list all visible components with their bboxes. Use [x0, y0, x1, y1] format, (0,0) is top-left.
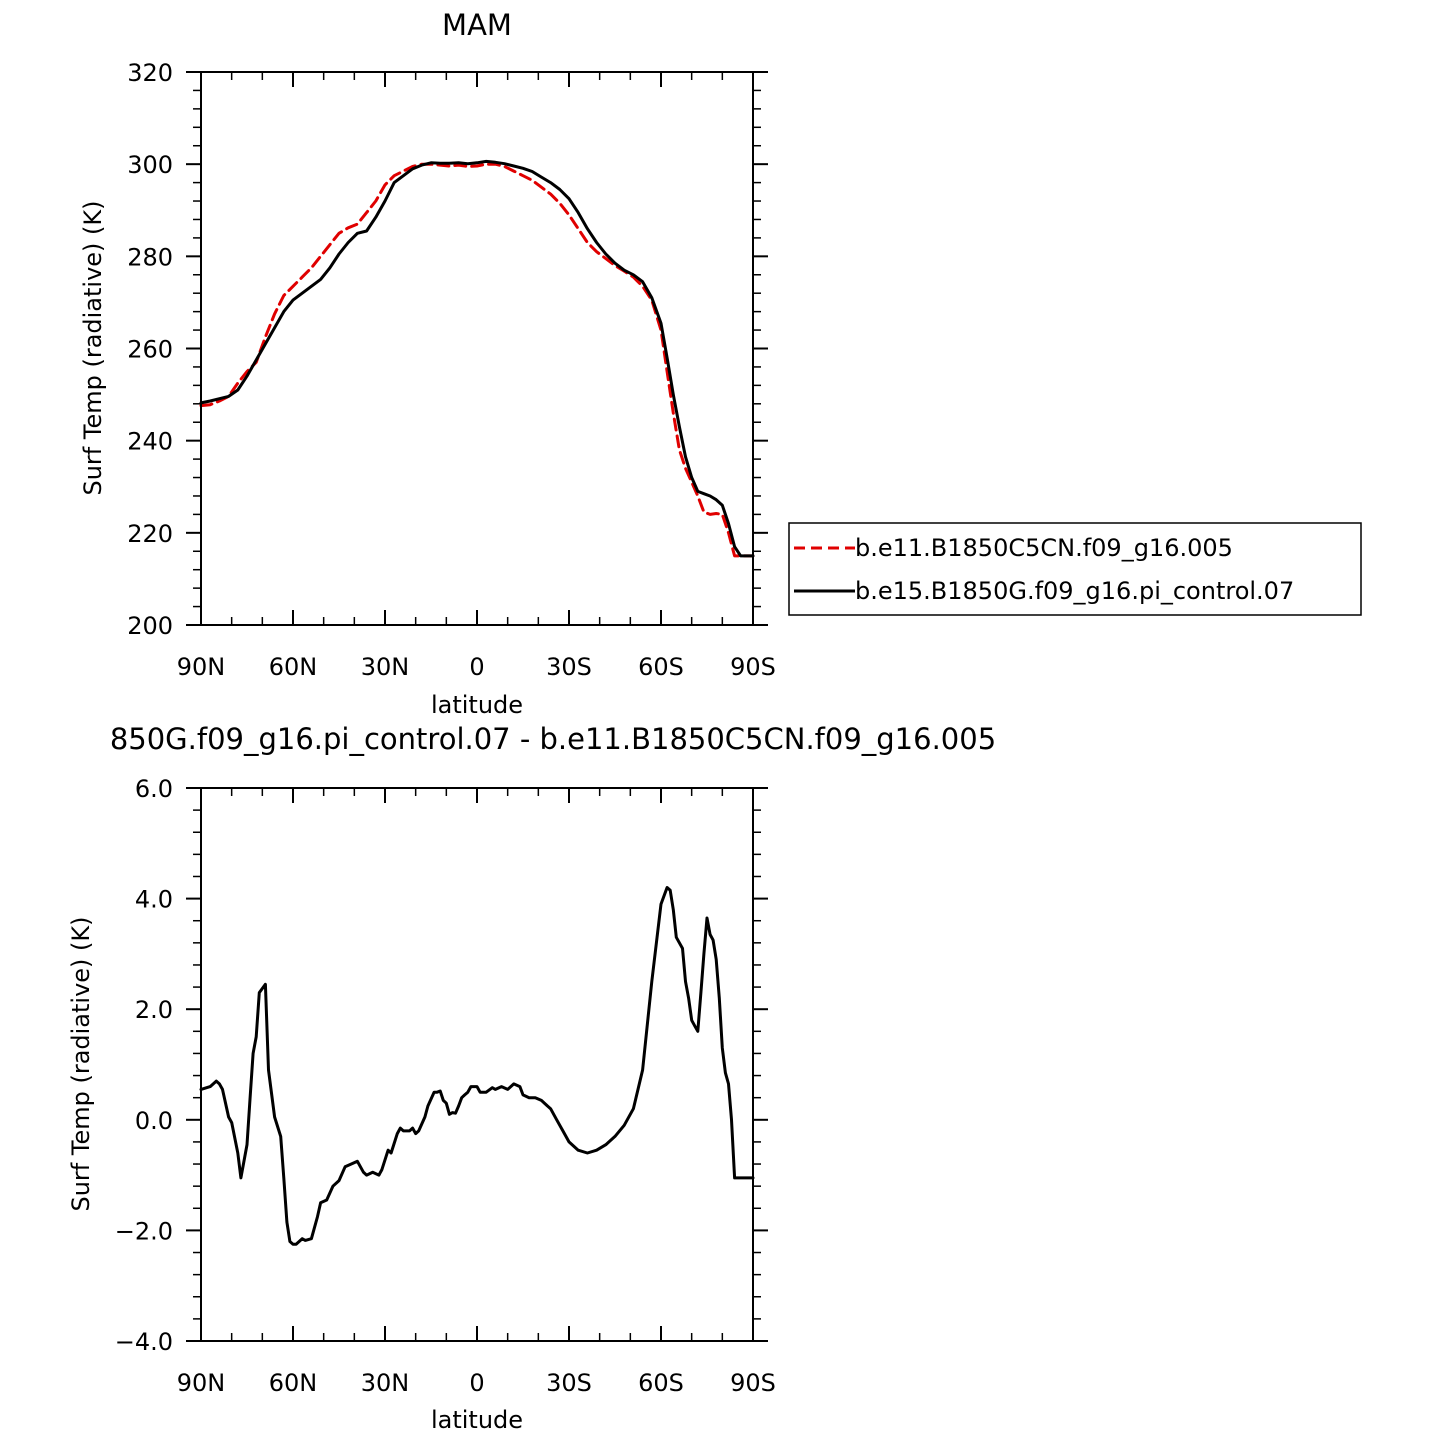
y-tick-label: 2.0: [135, 996, 173, 1024]
y-tick-label: −2.0: [115, 1217, 173, 1245]
top-ticks: [186, 71, 768, 626]
bottom-x-axis-label: latitude: [431, 1406, 523, 1434]
bottom-ticks: [186, 787, 768, 1342]
x-tick-label: 60N: [269, 1369, 318, 1397]
x-tick-label: 30N: [361, 1369, 410, 1397]
y-tick-label: 260: [127, 336, 173, 364]
x-tick-label: 30S: [546, 1369, 592, 1397]
x-tick-label: 90S: [730, 653, 776, 681]
x-tick-label: 90N: [177, 653, 226, 681]
bottom-panel: 850G.f09_g16.pi_control.07 - b.e11.B1850…: [67, 722, 996, 1434]
x-tick-label: 30S: [546, 653, 592, 681]
y-tick-label: 280: [127, 243, 173, 271]
y-tick-label: 6.0: [135, 775, 173, 803]
x-tick-label: 90N: [177, 1369, 226, 1397]
y-tick-label: 320: [127, 59, 173, 87]
top-plot-frame: [200, 71, 754, 626]
series-line-1: [199, 886, 755, 1246]
legend-box: [788, 522, 1362, 616]
y-tick-label: 240: [127, 428, 173, 456]
bottom-tick-labels: 90N 60N 30N 0 30S 60S 90S −4.0 −2.0 0.0 2.0 4.0 6.0: [115, 775, 776, 1397]
bottom-plot-frame: [200, 787, 754, 1342]
y-tick-label: 220: [127, 520, 173, 548]
x-tick-label: 60S: [638, 653, 684, 681]
top-y-axis-label: Surf Temp (radiative) (K): [79, 200, 107, 495]
series-line-1: [199, 162, 755, 558]
y-tick-label: 200: [127, 612, 173, 640]
bottom-chart-title: 850G.f09_g16.pi_control.07 - b.e11.B1850…: [110, 722, 996, 756]
legend-label-series-2: b.e15.B1850G.f09_g16.pi_control.07: [855, 577, 1294, 605]
x-tick-label: 0: [469, 1369, 484, 1397]
y-tick-label: 0.0: [135, 1107, 173, 1135]
top-chart-title: MAM: [442, 8, 512, 42]
x-tick-label: 30N: [361, 653, 410, 681]
bottom-series-layer: [199, 886, 755, 1246]
series-line-2: [199, 159, 755, 558]
x-tick-label: 60N: [269, 653, 318, 681]
x-tick-label: 60S: [638, 1369, 684, 1397]
y-tick-label: 4.0: [135, 886, 173, 914]
top-panel: MAM 90N 60N 30N 0 30S 60S 90S 200 220 240 260 280 30…: [79, 8, 1362, 719]
bottom-y-axis-label: Surf Temp (radiative) (K): [67, 916, 95, 1211]
legend-label-series-1: b.e11.B1850C5CN.f09_g16.005: [855, 534, 1233, 562]
y-tick-label: −4.0: [115, 1328, 173, 1356]
legend: b.e11.B1850C5CN.f09_g16.005 b.e15.B1850G…: [788, 522, 1362, 616]
top-tick-labels: 90N 60N 30N 0 30S 60S 90S 200 220 240 260 280 300 320: [127, 59, 776, 681]
x-tick-label: 0: [469, 653, 484, 681]
top-series-layer: [199, 159, 755, 558]
x-tick-label: 90S: [730, 1369, 776, 1397]
top-x-axis-label: latitude: [431, 691, 523, 719]
y-tick-label: 300: [127, 151, 173, 179]
